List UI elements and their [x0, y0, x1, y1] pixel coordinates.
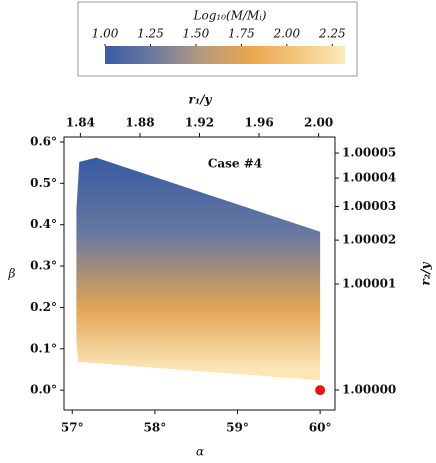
x2-tick-label: 1.92 [185, 116, 214, 130]
y-tick-label: 0.5° [30, 176, 57, 190]
y2-tick-label: 1.00000 [342, 383, 396, 397]
annotation: Case #4 [208, 157, 262, 171]
x-tick-label: 58° [144, 421, 167, 435]
colorbar [105, 46, 345, 64]
y-tick-label: 0.3° [30, 259, 57, 273]
x-axis-label: α [196, 445, 204, 459]
point [315, 385, 326, 396]
x2-tick-label: 1.88 [125, 116, 154, 130]
y2-tick-label: 1.00001 [342, 277, 396, 291]
x2-axis-label: r₁/y [189, 93, 213, 107]
y-tick-label: 0.0° [30, 383, 57, 397]
y-tick-label: 0.2° [30, 300, 57, 314]
x2-tick-label: 2.00 [304, 116, 333, 130]
colorbar-tick-label: 1.50 [183, 27, 210, 41]
x-tick-label: 60° [309, 421, 332, 435]
y2-tick-label: 1.00005 [342, 146, 396, 160]
y-tick-label: 0.4° [30, 217, 57, 231]
colorbar-tick-label: 1.00 [92, 27, 119, 41]
y-tick-label: 0.6° [30, 134, 57, 148]
colorbar-tick-label: 1.75 [228, 27, 255, 41]
y-axis-label: β [8, 267, 16, 281]
y2-tick-label: 1.00003 [342, 199, 396, 213]
x2-tick-label: 1.96 [244, 116, 273, 130]
y2-axis-label: r₂/y [419, 262, 433, 286]
colorbar-tick-label: 2.25 [318, 27, 346, 41]
colorbar-tick-label: 2.00 [272, 27, 300, 41]
colorbar-label: Log₁₀(M/Mᵢ) [193, 9, 267, 23]
colorbar-tick-label: 1.25 [137, 27, 164, 41]
x2-tick-label: 1.84 [66, 116, 95, 130]
y-tick-label: 0.1° [30, 341, 57, 355]
y2-tick-label: 1.00004 [342, 171, 396, 185]
x-tick-label: 57° [61, 421, 84, 435]
region [76, 157, 321, 381]
y2-tick-label: 1.00002 [342, 233, 396, 247]
x-tick-label: 59° [226, 421, 249, 435]
